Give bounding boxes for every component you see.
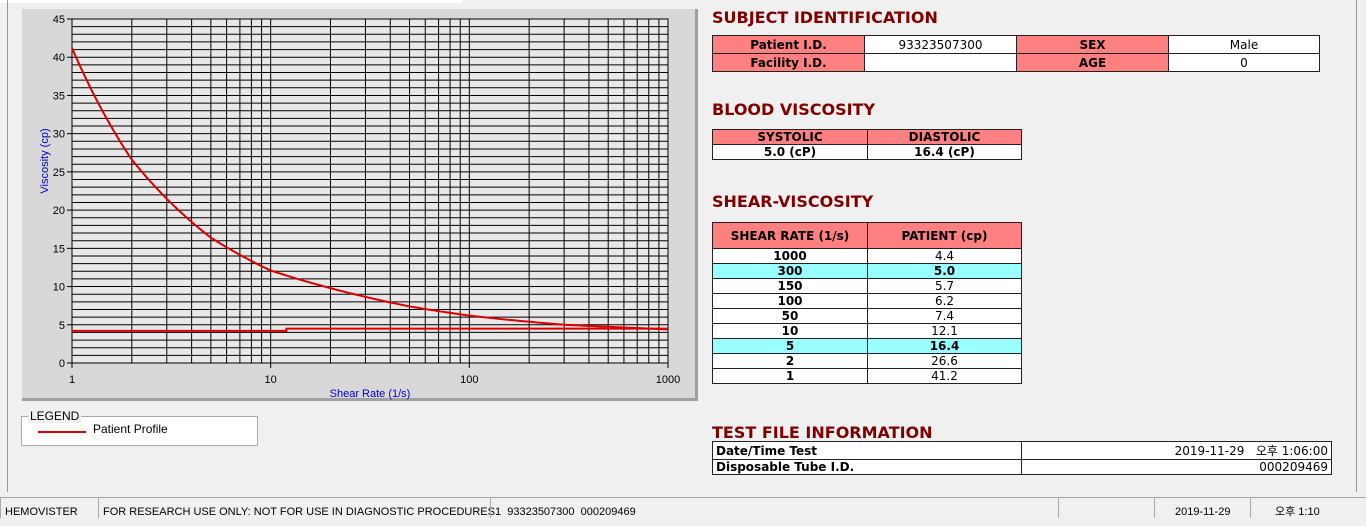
x-tick-label: 100	[460, 374, 478, 386]
shear-rate-cell: 100	[712, 293, 868, 309]
systolic-label: SYSTOLIC	[712, 129, 868, 145]
shear-rate-cell: 50	[712, 308, 868, 324]
shear-row: 2 26.6	[712, 353, 1022, 369]
window-border	[1356, 0, 1357, 492]
patient-cp-cell: 4.4	[867, 248, 1022, 264]
baseline-line	[72, 327, 668, 332]
shear-row: 10 12.1	[712, 323, 1022, 339]
shear-row: 50 7.4	[712, 308, 1022, 324]
patient-cp-cell: 6.2	[867, 293, 1022, 309]
patient-id-label: Patient I.D.	[712, 35, 865, 54]
shear-rate-cell: 2	[712, 353, 868, 369]
patient-cp-cell: 5.7	[867, 278, 1022, 294]
sex-label: SEX	[1016, 35, 1169, 54]
facility-id-value	[864, 53, 1017, 72]
blood-viscosity-table: SYSTOLIC DIASTOLIC 5.0 (cP) 16.4 (cP)	[712, 129, 1022, 160]
y-tick-label: 30	[53, 129, 65, 141]
shear-row: 100 6.2	[712, 293, 1022, 309]
patient-id-value: 93323507300	[864, 35, 1017, 54]
age-value: 0	[1168, 53, 1320, 72]
status-date: 2019-11-29	[1154, 497, 1250, 518]
shear-row: 150 5.7	[712, 278, 1022, 294]
x-axis-label: Shear Rate (1/s)	[330, 388, 411, 400]
x-tick-label: 1	[69, 374, 75, 386]
status-blank	[1058, 497, 1154, 518]
status-app: HEMOVISTER	[0, 497, 98, 518]
patient-cp-cell: 26.6	[867, 353, 1022, 369]
shear-rate-header: SHEAR RATE (1/s)	[712, 222, 868, 249]
tube-id-value: 000209469	[1021, 459, 1332, 475]
shear-row: 1 41.2	[712, 368, 1022, 384]
blood-viscosity-title: BLOOD VISCOSITY	[712, 100, 876, 119]
y-axis-label: Viscosity (cp)	[39, 128, 51, 193]
shear-rate-cell: 10	[712, 323, 868, 339]
diastolic-label: DIASTOLIC	[867, 129, 1022, 145]
shear-row: 300 5.0	[712, 263, 1022, 279]
subject-table: Patient I.D. 93323507300 SEX Male Facility …	[712, 35, 1320, 72]
tube-id-label: Disposable Tube I.D.	[712, 459, 1022, 475]
patient-cp-cell: 12.1	[867, 323, 1022, 339]
legend-title: LEGEND	[28, 409, 82, 423]
y-tick-label: 35	[53, 90, 65, 102]
x-tick-label: 10	[265, 374, 277, 386]
age-label: AGE	[1016, 53, 1169, 72]
patient-cp-cell: 5.0	[867, 263, 1022, 279]
chart-panel: 0 5 10 15 20 25 30 35 40 45 1 10 100 1000 Shear Rate (…	[22, 9, 698, 401]
window-border	[7, 0, 8, 492]
patient-cp-cell: 16.4	[867, 338, 1022, 354]
y-tick-label: 0	[59, 358, 65, 370]
y-tick-label: 45	[53, 14, 65, 26]
legend-line-swatch	[38, 431, 86, 433]
status-time: 오후 1:10	[1250, 497, 1366, 518]
shear-row: 5 16.4	[712, 338, 1022, 354]
shear-rate-cell: 150	[712, 278, 868, 294]
legend-box: LEGEND Patient Profile	[21, 409, 258, 446]
viscosity-chart: 0 5 10 15 20 25 30 35 40 45 1 10 100 1000 Shear Rate (…	[39, 14, 680, 400]
legend-item-label: Patient Profile	[93, 422, 168, 436]
test-file-table: Date/Time Test 2019-11-29 오후 1:06:00 Disp…	[712, 441, 1332, 475]
shear-rate-cell: 1	[712, 368, 868, 384]
shear-rate-cell: 1000	[712, 248, 868, 264]
patient-cp-cell: 41.2	[867, 368, 1022, 384]
patient-cp-cell: 7.4	[867, 308, 1022, 324]
date-time-label: Date/Time Test	[712, 441, 1022, 460]
y-tick-label: 20	[53, 205, 65, 217]
patient-profile-line	[71, 47, 669, 331]
shear-row: 1000 4.4	[712, 248, 1022, 264]
systolic-value: 5.0 (cP)	[712, 144, 868, 160]
shear-rate-cell: 300	[712, 263, 868, 279]
diastolic-value: 16.4 (cP)	[867, 144, 1022, 160]
status-notice: FOR RESEARCH USE ONLY: NOT FOR USE IN DI…	[98, 497, 495, 518]
top-edge	[0, 0, 462, 3]
shear-viscosity-title: SHEAR-VISCOSITY	[712, 192, 874, 211]
x-tick-label: 1000	[656, 374, 680, 386]
facility-id-label: Facility I.D.	[712, 53, 865, 72]
test-file-title: TEST FILE INFORMATION	[712, 423, 933, 442]
status-bar: HEMOVISTER FOR RESEARCH USE ONLY: NOT FO…	[0, 497, 1366, 518]
patient-cp-header: PATIENT (cp)	[867, 222, 1022, 249]
y-tick-label: 40	[53, 52, 65, 64]
y-tick-label: 5	[59, 320, 65, 332]
subject-title: SUBJECT IDENTIFICATION	[712, 8, 938, 27]
y-tick-label: 10	[53, 282, 65, 294]
date-time-value: 2019-11-29 오후 1:06:00	[1021, 441, 1332, 460]
y-tick-label: 15	[53, 243, 65, 255]
y-tick-label: 25	[53, 167, 65, 179]
shear-viscosity-table: SHEAR RATE (1/s) PATIENT (cp) 1000 4.4 300 5…	[712, 222, 1022, 384]
plot-area	[71, 18, 669, 364]
shear-rate-cell: 5	[712, 338, 868, 354]
status-record: 1 93323507300 000209469	[490, 497, 1058, 518]
sex-value: Male	[1168, 35, 1320, 54]
